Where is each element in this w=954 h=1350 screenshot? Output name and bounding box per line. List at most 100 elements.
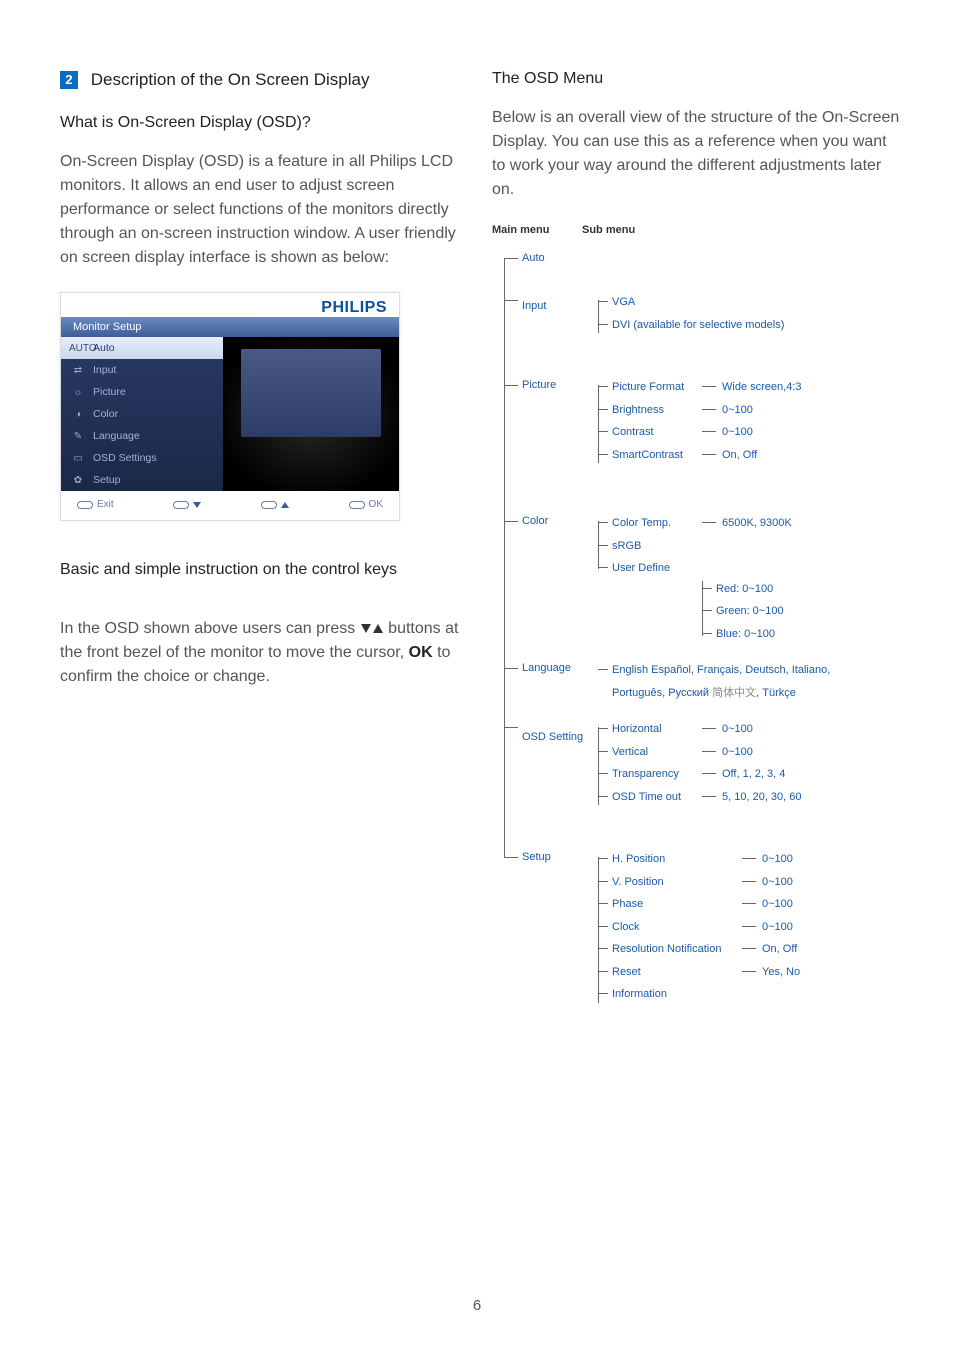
- section-title: Description of the On Screen Display: [91, 70, 370, 89]
- tree-language-label: Language: [522, 662, 594, 674]
- tree-language: Language English Español, Français, Deut…: [492, 662, 900, 701]
- osd-menu-list: AUTOAuto ⇄ Input ☼ Picture ◑ Color ✎ Language ▭ OS…: [61, 337, 223, 491]
- tree-row: Phase0~100: [598, 896, 900, 913]
- tree-row: Information: [598, 986, 900, 1003]
- page: 2 Description of the On Screen Display W…: [0, 0, 954, 1063]
- tree-auto-label: Auto: [522, 252, 594, 264]
- keys-body: In the OSD shown above users can press b…: [60, 617, 468, 689]
- osd-menu-label: Picture: [93, 386, 126, 398]
- tree-row: Contrast0~100: [598, 424, 900, 441]
- tree-row: VGA: [598, 294, 900, 311]
- tree-osdsetting-sub: Horizontal0~100 Vertical0~100 Transparen…: [598, 721, 900, 811]
- tree-row: Brightness0~100: [598, 402, 900, 419]
- pill-icon: [77, 501, 93, 509]
- triangle-down-icon: [193, 502, 201, 508]
- osd-menu-icon: ⇄: [69, 365, 87, 376]
- osd-menu-label: Input: [93, 364, 116, 376]
- header-sub: Sub menu: [582, 224, 635, 236]
- osd-buttons: Exit OK: [61, 491, 399, 520]
- tree-row: DVI (available for selective models): [598, 317, 900, 334]
- osd-menu-icon: ☼: [69, 387, 87, 398]
- tree-row: Vertical0~100: [598, 744, 900, 761]
- osd-title: Monitor Setup: [61, 317, 399, 337]
- tree-row: User Define: [598, 560, 900, 577]
- tree-row: SmartContrastOn, Off: [598, 447, 900, 464]
- osd-menu-item[interactable]: ✿ Setup: [61, 469, 223, 491]
- pill-icon: [349, 501, 365, 509]
- tree-row: English Español, Français, Deutsch, Ital…: [598, 662, 900, 679]
- triangle-down-icon: [361, 624, 371, 633]
- tree-picture: Picture Picture FormatWide screen,4:3 Br…: [492, 379, 900, 469]
- tree-color: Color Color Temp.6500K, 9300K sRGB User …: [492, 515, 900, 648]
- tree-osdsetting-label: OSD Setting: [522, 721, 594, 743]
- right-intro: Below is an overall view of the structur…: [492, 106, 900, 202]
- triangle-up-icon: [281, 502, 289, 508]
- left-column: 2 Description of the On Screen Display W…: [60, 70, 468, 1023]
- osd-exit-button[interactable]: Exit: [77, 499, 114, 510]
- pill-icon: [261, 501, 277, 509]
- tree-row: Clock0~100: [598, 919, 900, 936]
- tree-osdsetting: OSD Setting Horizontal0~100 Vertical0~10…: [492, 721, 900, 811]
- tree-input-label: Input: [522, 294, 594, 312]
- tree-header: Main menu Sub menu: [492, 224, 900, 236]
- osd-up-button[interactable]: [261, 499, 289, 510]
- osd-menu-icon: ✿: [69, 475, 87, 486]
- tree-color-label: Color: [522, 515, 594, 527]
- tree-row: sRGB: [598, 538, 900, 555]
- osd-menu-icon: AUTO: [69, 343, 87, 354]
- right-heading: The OSD Menu: [492, 70, 900, 88]
- tree-row: Horizontal0~100: [598, 721, 900, 738]
- tree-row: H. Position0~100: [598, 851, 900, 868]
- keys-body-1: In the OSD shown above users can press: [60, 620, 360, 637]
- tree-row: TransparencyOff, 1, 2, 3, 4: [598, 766, 900, 783]
- osd-menu-label: Color: [93, 408, 118, 420]
- osd-menu-item[interactable]: ▭ OSD Settings: [61, 447, 223, 469]
- osd-menu-icon: ▭: [69, 453, 87, 464]
- tree-row: Picture FormatWide screen,4:3: [598, 379, 900, 396]
- philips-logo: PHILIPS: [61, 293, 399, 317]
- tree-row: OSD Time out5, 10, 20, 30, 60: [598, 789, 900, 806]
- q1-body: On-Screen Display (OSD) is a feature in …: [60, 150, 468, 270]
- osd-exit-label: Exit: [97, 499, 114, 510]
- osd-menu-label: Language: [93, 430, 140, 442]
- tree-row: Blue: 0~100: [702, 626, 900, 643]
- page-number: 6: [0, 1297, 954, 1314]
- tree-input: Input VGA DVI (available for selective m…: [492, 294, 900, 339]
- tree-row: Red: 0~100: [702, 581, 900, 598]
- osd-menu-icon: ✎: [69, 431, 87, 442]
- q1-heading: What is On-Screen Display (OSD)?: [60, 114, 468, 132]
- osd-menu-item[interactable]: ⇄ Input: [61, 359, 223, 381]
- osd-window: PHILIPS Monitor Setup AUTOAuto ⇄ Input ☼ Pic…: [60, 292, 400, 521]
- osd-menu-label: Setup: [93, 474, 120, 486]
- tree-row: Resolution NotificationOn, Off: [598, 941, 900, 958]
- tree-input-sub: VGA DVI (available for selective models): [598, 294, 900, 339]
- tree-setup: Setup H. Position0~100 V. Position0~100 …: [492, 851, 900, 1009]
- osd-menu-icon: ◑: [69, 409, 87, 420]
- triangle-up-icon: [373, 624, 383, 633]
- tree-row: Português, Русский 简体中文, Türkçe: [598, 685, 900, 702]
- osd-menu-item[interactable]: ✎ Language: [61, 425, 223, 447]
- osd-menu-item[interactable]: AUTOAuto: [61, 337, 223, 359]
- osd-down-button[interactable]: [173, 499, 201, 510]
- right-column: The OSD Menu Below is an overall view of…: [492, 70, 900, 1023]
- osd-body: AUTOAuto ⇄ Input ☼ Picture ◑ Color ✎ Language ▭ OS…: [61, 337, 399, 491]
- keys-heading: Basic and simple instruction on the cont…: [60, 561, 468, 579]
- tree-language-sub: English Español, Français, Deutsch, Ital…: [598, 662, 900, 701]
- osd-menu-item[interactable]: ☼ Picture: [61, 381, 223, 403]
- tree-picture-label: Picture: [522, 379, 594, 391]
- osd-preview: [223, 337, 399, 491]
- osd-menu-label: OSD Settings: [93, 452, 157, 464]
- tree-row: Color Temp.6500K, 9300K: [598, 515, 900, 532]
- osd-ok-button[interactable]: OK: [349, 499, 383, 510]
- tree-auto: Auto: [492, 252, 900, 264]
- keys-ok: OK: [409, 644, 433, 661]
- tree-row: ResetYes, No: [598, 964, 900, 981]
- tree-setup-label: Setup: [522, 851, 594, 863]
- tree-userdefine-nested: Red: 0~100 Green: 0~100 Blue: 0~100: [702, 581, 900, 643]
- tree-setup-sub: H. Position0~100 V. Position0~100 Phase0…: [598, 851, 900, 1009]
- pill-icon: [173, 501, 189, 509]
- header-main: Main menu: [492, 224, 582, 236]
- section-heading: 2 Description of the On Screen Display: [60, 70, 468, 90]
- tree-color-sub: Color Temp.6500K, 9300K sRGB User Define…: [598, 515, 900, 648]
- osd-menu-item[interactable]: ◑ Color: [61, 403, 223, 425]
